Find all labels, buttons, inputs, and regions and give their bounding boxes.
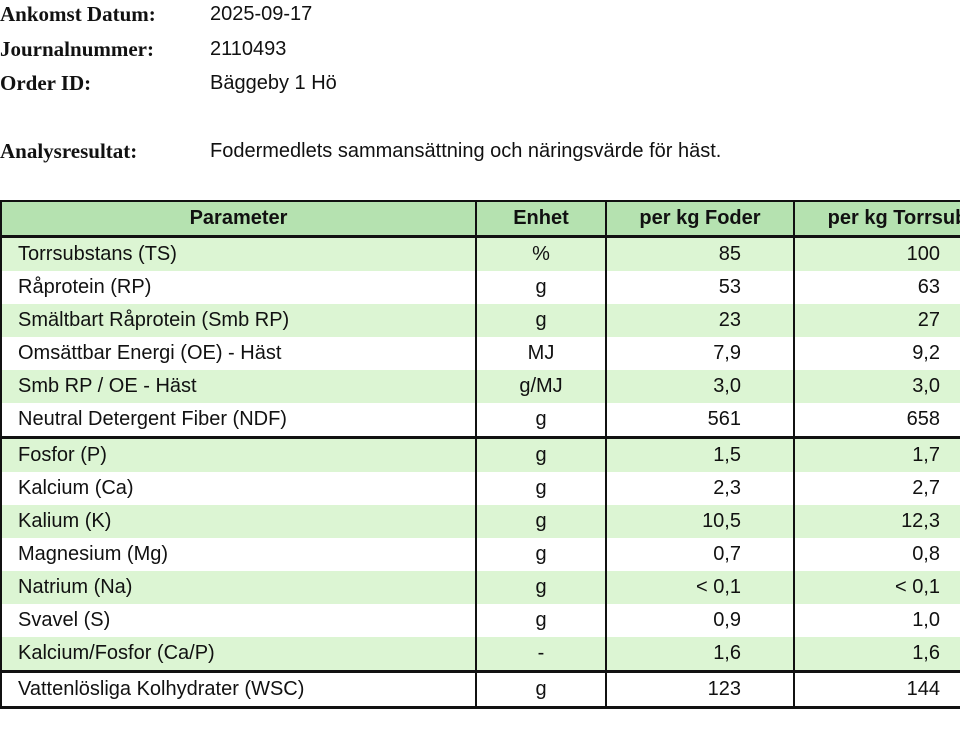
column-header: per kg Torrsub [793, 200, 960, 238]
analysis-label: Analysresultat: [0, 139, 138, 163]
table-row: Smb RP / OE - Häst g/MJ 3,0 3,0 [0, 370, 960, 403]
per-kg-dm-cell: 1,0 [793, 604, 960, 637]
per-kg-dm-cell: 27 [793, 304, 960, 337]
column-header: Enhet [475, 200, 607, 238]
unit-cell: % [475, 236, 607, 271]
unit-cell: g [475, 505, 607, 538]
per-kg-dm-cell: 2,7 [793, 472, 960, 505]
header-row: Parameter Enhet per kg Foder per kg Torrsub [0, 200, 960, 238]
unit-cell: g [475, 271, 607, 304]
unit-cell: g/MJ [475, 370, 607, 403]
per-kg-dm-cell: 1,6 [793, 637, 960, 673]
parameter-cell: Smb RP / OE - Häst [0, 370, 477, 403]
table-row: Svavel (S) g 0,9 1,0 [0, 604, 960, 637]
table-row: Natrium (Na) g < 0,1 < 0,1 [0, 571, 960, 604]
column-header: Parameter [0, 200, 477, 238]
table-row: Vattenlösliga Kolhydrater (WSC) g 123 144 [0, 671, 960, 709]
unit-cell: g [475, 538, 607, 571]
per-kg-feed-cell: 561 [605, 403, 795, 439]
per-kg-dm-cell: 1,7 [793, 437, 960, 472]
per-kg-dm-cell: 144 [793, 671, 960, 709]
parameter-cell: Kalcium/Fosfor (Ca/P) [0, 637, 477, 673]
field-value: 2025-09-17 [210, 3, 313, 25]
per-kg-feed-cell: 7,9 [605, 337, 795, 370]
per-kg-dm-cell: 12,3 [793, 505, 960, 538]
unit-cell: g [475, 604, 607, 637]
table-row: Smältbart Råprotein (Smb RP) g 23 27 [0, 304, 960, 337]
parameter-cell: Vattenlösliga Kolhydrater (WSC) [0, 671, 477, 709]
field-label: Order ID: [0, 71, 92, 95]
per-kg-feed-cell: 23 [605, 304, 795, 337]
table-row: Kalcium (Ca) g 2,3 2,7 [0, 472, 960, 505]
per-kg-dm-cell: 9,2 [793, 337, 960, 370]
unit-cell: MJ [475, 337, 607, 370]
parameter-cell: Magnesium (Mg) [0, 538, 477, 571]
unit-cell: g [475, 571, 607, 604]
per-kg-dm-cell: 100 [793, 236, 960, 271]
unit-cell: g [475, 472, 607, 505]
parameter-cell: Neutral Detergent Fiber (NDF) [0, 403, 477, 439]
parameter-cell: Torrsubstans (TS) [0, 236, 477, 271]
field-label: Journalnummer: [0, 37, 154, 61]
parameter-cell: Fosfor (P) [0, 437, 477, 472]
per-kg-feed-cell: 85 [605, 236, 795, 271]
unit-cell: - [475, 637, 607, 673]
per-kg-feed-cell: 2,3 [605, 472, 795, 505]
results-table: Parameter Enhet per kg Foder per kg Torrsub… [0, 200, 960, 709]
table-row: Fosfor (P) g 1,5 1,7 [0, 437, 960, 472]
per-kg-feed-cell: < 0,1 [605, 571, 795, 604]
per-kg-feed-cell: 0,7 [605, 538, 795, 571]
per-kg-feed-cell: 10,5 [605, 505, 795, 538]
unit-cell: g [475, 304, 607, 337]
table-row: Omsättbar Energi (OE) - Häst MJ 7,9 9,2 [0, 337, 960, 370]
field-value: 2110493 [210, 38, 287, 60]
unit-cell: g [475, 671, 607, 709]
field-value: Bäggeby 1 Hö [210, 72, 337, 94]
analysis-value: Fodermedlets sammansättning och näringsv… [210, 140, 722, 162]
parameter-cell: Kalium (K) [0, 505, 477, 538]
table-row: Råprotein (RP) g 53 63 [0, 271, 960, 304]
per-kg-feed-cell: 123 [605, 671, 795, 709]
parameter-cell: Kalcium (Ca) [0, 472, 477, 505]
table-body: Torrsubstans (TS)% 85 100 Råprotein (RP) g 53… [0, 236, 960, 709]
per-kg-feed-cell: 0,9 [605, 604, 795, 637]
column-header: per kg Foder [605, 200, 795, 238]
per-kg-feed-cell: 3,0 [605, 370, 795, 403]
per-kg-dm-cell: 0,8 [793, 538, 960, 571]
per-kg-feed-cell: 53 [605, 271, 795, 304]
field-label: Ankomst Datum: [0, 2, 156, 26]
per-kg-dm-cell: < 0,1 [793, 571, 960, 604]
parameter-cell: Råprotein (RP) [0, 271, 477, 304]
unit-cell: g [475, 437, 607, 472]
parameter-cell: Omsättbar Energi (OE) - Häst [0, 337, 477, 370]
per-kg-dm-cell: 3,0 [793, 370, 960, 403]
per-kg-dm-cell: 63 [793, 271, 960, 304]
per-kg-feed-cell: 1,6 [605, 637, 795, 673]
table-row: Kalcium/Fosfor (Ca/P) -1,6 1,6 [0, 637, 960, 673]
table-row: Magnesium (Mg) g 0,7 0,8 [0, 538, 960, 571]
parameter-cell: Svavel (S) [0, 604, 477, 637]
parameter-cell: Natrium (Na) [0, 571, 477, 604]
per-kg-dm-cell: 658 [793, 403, 960, 439]
parameter-cell: Smältbart Råprotein (Smb RP) [0, 304, 477, 337]
table-row: Torrsubstans (TS)% 85 100 [0, 236, 960, 271]
per-kg-feed-cell: 1,5 [605, 437, 795, 472]
table-row: Neutral Detergent Fiber (NDF) g 561 658 [0, 403, 960, 439]
unit-cell: g [475, 403, 607, 439]
table-row: Kalium (K) g 10,5 12,3 [0, 505, 960, 538]
